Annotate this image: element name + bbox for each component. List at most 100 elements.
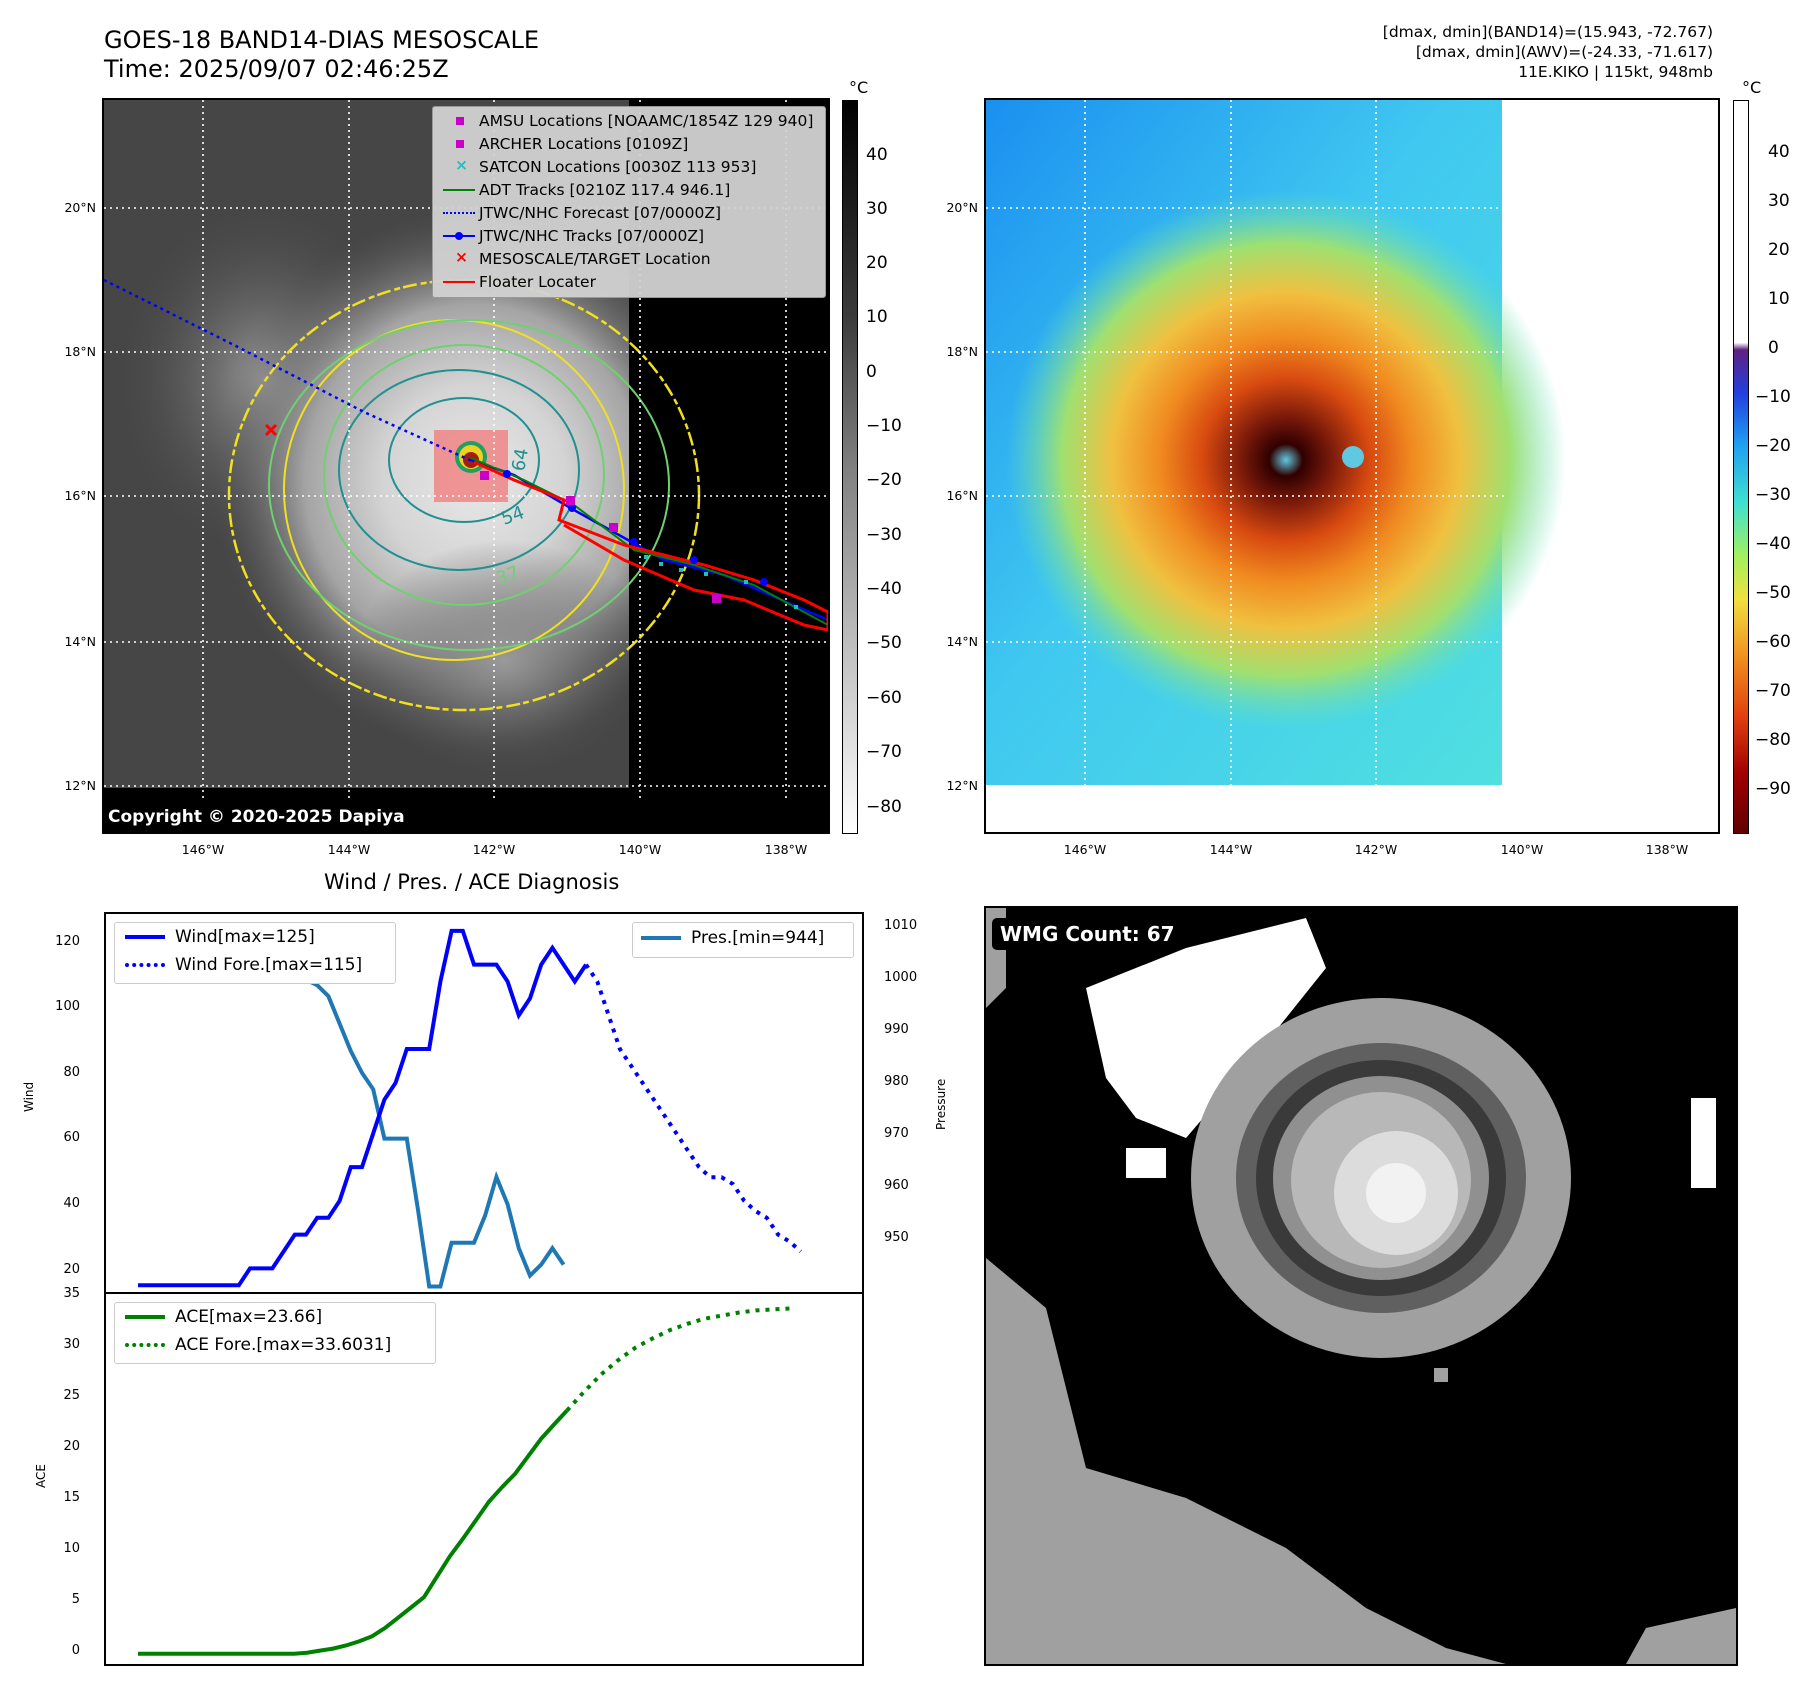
copyright-text: Copyright © 2020-2025 Dapiya (102, 800, 830, 834)
map-legend: AMSU Locations [NOAAMC/1854Z 129 940] AR… (432, 106, 826, 298)
gray-cb-label: −10 (866, 416, 902, 436)
pres-tick: 1010 (884, 918, 918, 933)
lon-label: 140°W (618, 842, 662, 857)
awv-cb-label: −60 (1755, 632, 1791, 652)
legend-item-forecast: JTWC/NHC Forecast [07/0000Z] (441, 202, 721, 224)
gray-cb-label: −20 (866, 470, 902, 490)
lat-label: 18°N (946, 344, 978, 359)
gray-colorbar (842, 100, 858, 834)
gray-colorbar-unit: °C (849, 78, 869, 97)
lon-label: 138°W (764, 842, 808, 857)
gray-cb-label: 40 (866, 145, 888, 165)
wind-legend: Wind[max=125] Wind Fore.[max=115] (114, 922, 396, 984)
legend-item-adt: ADT Tracks [0210Z 117.4 946.1] (441, 179, 730, 201)
awv-cb-label: 10 (1768, 289, 1790, 309)
lat-label: 16°N (64, 488, 96, 503)
legend-label-amsu: AMSU Locations [NOAAMC/1854Z 129 940] (479, 112, 814, 130)
legend-wind-fore-label: Wind Fore.[max=115] (175, 955, 363, 975)
legend-label-tracks: JTWC/NHC Tracks [07/0000Z] (479, 227, 705, 245)
pres-legend: Pres.[min=944] (632, 922, 854, 958)
lat-label: 16°N (946, 488, 978, 503)
awv-cb-label: 0 (1768, 338, 1779, 358)
awv-cb-label: −90 (1755, 779, 1791, 799)
pres-tick: 950 (884, 1230, 909, 1245)
storm-eye (1342, 446, 1364, 468)
lat-label: 12°N (946, 778, 978, 793)
lat-label: 20°N (64, 200, 96, 215)
legend-pres-label: Pres.[min=944] (691, 928, 825, 948)
awv-cb-label: −40 (1755, 534, 1791, 554)
lon-label: 140°W (1500, 842, 1544, 857)
title-line-1: GOES-18 BAND14-DIAS MESOSCALE (104, 26, 540, 54)
wind-ylabel: Wind (22, 1081, 36, 1112)
wmg-panel (984, 906, 1738, 1666)
ace-tick: 5 (71, 1592, 80, 1607)
legend-ace-fore: ACE Fore.[max=33.6031] (125, 1335, 391, 1355)
lon-label: 144°W (1209, 842, 1253, 857)
legend-label-archer: ARCHER Locations [0109Z] (479, 135, 689, 153)
legend-ace-label: ACE[max=23.66] (175, 1307, 323, 1327)
ace-forecast-series-line (565, 1306, 791, 1412)
figure-info: [dmax, dmin](BAND14)=(15.943, -72.767) [… (1383, 22, 1713, 82)
ace-tick: 30 (63, 1337, 80, 1352)
ir-map-panel: 64 54 37 (102, 98, 830, 834)
awv-colorbar (1733, 100, 1749, 834)
gray-cb-label: −40 (866, 579, 902, 599)
wind-tick: 40 (63, 1196, 80, 1211)
awv-cb-label: 20 (1768, 240, 1790, 260)
gray-cb-label: −30 (866, 525, 902, 545)
pres-tick: 980 (884, 1074, 909, 1089)
ace-tick: 35 (63, 1286, 80, 1301)
lon-label: 146°W (181, 842, 225, 857)
pres-tick: 990 (884, 1022, 909, 1037)
ace-series-line (138, 1409, 569, 1656)
figure-title: GOES-18 BAND14-DIAS MESOSCALE Time: 2025… (104, 26, 539, 84)
lon-label: 138°W (1645, 842, 1689, 857)
pres-ylabel: Pressure (934, 1078, 948, 1130)
gray-cb-label: −50 (866, 633, 902, 653)
wind-tick: 60 (63, 1130, 80, 1145)
lat-label: 14°N (946, 634, 978, 649)
gray-cb-label: 20 (866, 253, 888, 273)
awv-colorbar-unit: °C (1742, 78, 1762, 97)
wmg-count-badge: WMG Count: 67 (992, 918, 1183, 950)
adt-track (470, 457, 828, 626)
awv-cb-label: −50 (1755, 583, 1791, 603)
awv-cb-label: −10 (1755, 387, 1791, 407)
info-line-3: 11E.KIKO | 115kt, 948mb (1518, 63, 1713, 81)
ace-tick: 25 (63, 1388, 80, 1403)
diagnosis-title: Wind / Pres. / ACE Diagnosis (324, 870, 620, 894)
pres-tick: 960 (884, 1178, 909, 1193)
legend-label-forecast: JTWC/NHC Forecast [07/0000Z] (479, 204, 722, 222)
lat-label: 18°N (64, 344, 96, 359)
wind-tick: 80 (63, 1065, 80, 1080)
forecast-track (104, 278, 475, 464)
ace-tick: 0 (71, 1643, 80, 1658)
pres-tick: 1000 (884, 970, 918, 985)
lon-label: 142°W (1354, 842, 1398, 857)
lat-label: 14°N (64, 634, 96, 649)
wind-tick: 120 (55, 934, 80, 949)
awv-cb-label: 40 (1768, 142, 1790, 162)
awv-cb-label: −20 (1755, 436, 1791, 456)
gray-cb-label: −80 (866, 797, 902, 817)
legend-label-target: MESOSCALE/TARGET Location (479, 250, 711, 268)
legend-label-floater: Floater Locater (479, 273, 596, 291)
ace-legend: ACE[max=23.66] ACE Fore.[max=33.6031] (114, 1302, 436, 1364)
gray-cb-label: 0 (866, 362, 877, 382)
lon-label: 142°W (472, 842, 516, 857)
legend-wind-fore: Wind Fore.[max=115] (125, 955, 362, 975)
contour-label-64: 64 (508, 447, 533, 473)
wind-forecast-series-line (584, 963, 803, 1253)
lat-label: 20°N (946, 200, 978, 215)
lon-label: 144°W (327, 842, 371, 857)
ace-tick: 15 (63, 1490, 80, 1505)
legend-item-amsu: AMSU Locations [NOAAMC/1854Z 129 940] (441, 110, 813, 132)
gray-cb-label: −60 (866, 688, 902, 708)
legend-ace-fore-label: ACE Fore.[max=33.6031] (175, 1335, 392, 1355)
awv-cb-label: −70 (1755, 681, 1791, 701)
legend-item-tracks: JTWC/NHC Tracks [07/0000Z] (441, 225, 704, 247)
wind-tick: 100 (55, 999, 80, 1014)
ace-panel: ACE[max=23.66] ACE Fore.[max=33.6031] (104, 1292, 864, 1666)
awv-map-grid (986, 100, 1506, 785)
